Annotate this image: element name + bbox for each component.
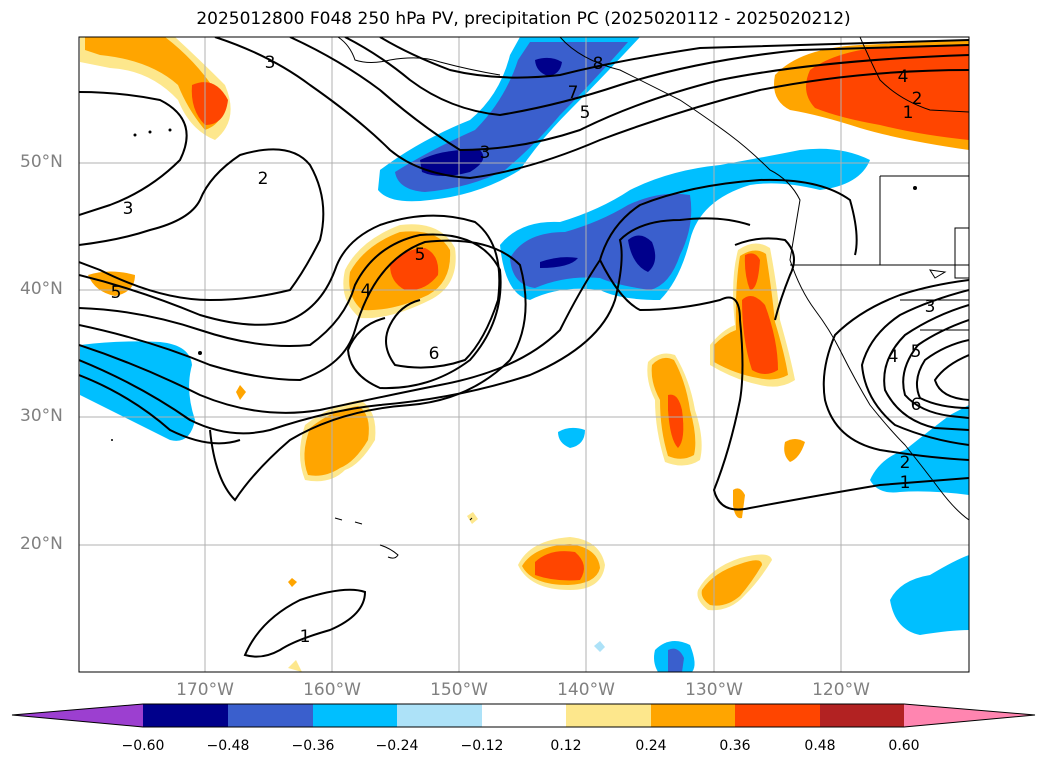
graticule (79, 37, 969, 672)
latitude-label: 50°N (20, 152, 63, 172)
colorbar-tick-label: −0.12 (460, 738, 504, 754)
islands (111, 128, 917, 441)
negative-anomaly (594, 641, 605, 652)
colorbar-max-extension (904, 704, 1035, 727)
colorbar-cell (482, 704, 566, 727)
latitude-label: 30°N (20, 406, 63, 426)
contour-label-group: 3 8 7 5 3 4 2 1 2 3 5 4 5 6 3 5 4 6 2 1 … (111, 53, 936, 647)
colorbar-tick-label: 0.36 (719, 738, 751, 754)
colorbar-min-extension (12, 704, 143, 727)
contour-label: 7 (568, 83, 579, 103)
contour-label: 6 (429, 344, 440, 364)
negative-anomaly (558, 427, 585, 448)
coastlines (334, 37, 969, 559)
colorbar-cell (651, 704, 735, 727)
longitude-label: 120°W (812, 680, 870, 700)
positive-anomaly (742, 296, 778, 374)
longitude-label: 170°W (176, 680, 234, 700)
colorbar-tick-label: 0.24 (635, 738, 667, 754)
shaded-fields (80, 37, 969, 672)
positive-anomaly (467, 512, 478, 524)
contour-label: 5 (580, 103, 591, 123)
colorbar-tick-label: 0.48 (804, 738, 836, 754)
colorbar-tick-label: −0.48 (206, 738, 250, 754)
positive-anomaly (701, 560, 762, 606)
colorbar-cell (566, 704, 651, 727)
negative-anomaly (890, 555, 969, 635)
contour-label: 2 (258, 169, 269, 189)
negative-anomaly (668, 648, 684, 672)
contour-label: 1 (903, 103, 914, 123)
positive-anomaly (733, 488, 745, 519)
contour-label: 5 (911, 342, 922, 362)
colorbar-tick-label: −0.36 (291, 738, 335, 754)
positive-anomaly (744, 253, 760, 290)
longitude-label: 150°W (430, 680, 488, 700)
colorbar-tick-label: −0.24 (375, 738, 419, 754)
positive-anomaly (784, 439, 805, 462)
colorbar-cell (820, 704, 904, 727)
contour-label: 1 (300, 627, 311, 647)
contour-label: 2 (900, 453, 911, 473)
colorbar-cell (143, 704, 228, 727)
colorbar-tick-label: −0.60 (121, 738, 165, 754)
positive-anomaly (390, 248, 439, 291)
positive-anomaly (668, 394, 684, 448)
contour-label: 4 (888, 347, 899, 367)
contour-label: 8 (593, 54, 604, 74)
contour-label: 4 (361, 281, 372, 301)
colorbar-tick-label: 0.60 (888, 738, 920, 754)
negative-anomaly (628, 235, 656, 272)
contour-label: 3 (123, 199, 134, 219)
contour-label: 2 (912, 89, 923, 109)
negative-anomaly (535, 57, 562, 76)
latitude-label: 20°N (20, 534, 63, 554)
negative-anomaly (870, 405, 969, 495)
contour-label: 3 (480, 143, 491, 163)
colorbar (11, 703, 1036, 728)
colorbar-cell (735, 704, 820, 727)
colorbar-cell (397, 704, 482, 727)
longitude-label: 130°W (685, 680, 743, 700)
contour-label: 3 (265, 53, 276, 73)
pv-contours (79, 37, 969, 658)
positive-anomaly (85, 37, 222, 130)
positive-anomaly (535, 551, 584, 581)
positive-anomaly (288, 578, 297, 587)
contour-label: 3 (925, 297, 936, 317)
contour-label: 6 (911, 395, 922, 415)
contour-label: 5 (415, 245, 426, 265)
map-frame (78, 36, 970, 673)
contour-label: 5 (111, 283, 122, 303)
positive-anomaly (191, 82, 228, 125)
colorbar-cell (228, 704, 313, 727)
map-title: 2025012800 F048 250 hPa PV, precipitatio… (196, 9, 851, 29)
colorbar-cell (313, 704, 397, 727)
positive-anomaly (806, 44, 969, 140)
negative-anomaly (80, 341, 195, 441)
latitude-label: 40°N (20, 279, 63, 299)
colorbar-tick-label: 0.12 (550, 738, 582, 754)
contour-label: 4 (898, 67, 909, 87)
positive-anomaly (304, 406, 369, 476)
positive-anomaly (288, 660, 302, 672)
longitude-label: 140°W (557, 680, 615, 700)
positive-anomaly (236, 385, 246, 400)
negative-anomaly (540, 257, 578, 268)
longitude-label: 160°W (303, 680, 361, 700)
contour-label: 1 (900, 473, 911, 493)
